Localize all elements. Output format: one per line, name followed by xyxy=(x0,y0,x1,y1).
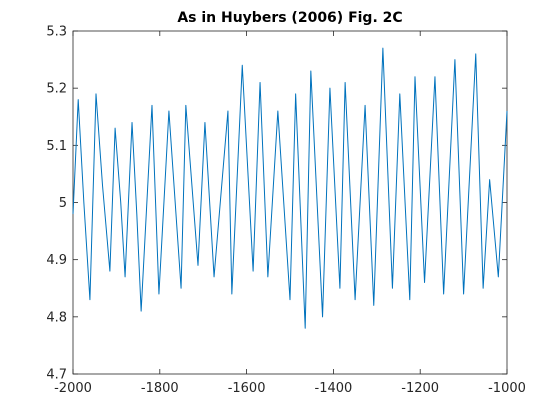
y-tick-label: 4.7 xyxy=(46,368,67,383)
data-line xyxy=(72,47,508,329)
x-tick-label: -1800 xyxy=(141,381,179,396)
y-tick-label: 5 xyxy=(59,196,67,211)
y-tick-label: 5.2 xyxy=(46,82,67,97)
chart-title: As in Huybers (2006) Fig. 2C xyxy=(177,10,402,26)
y-tick-label: 4.8 xyxy=(46,310,67,325)
x-tick-label: -1200 xyxy=(401,381,439,396)
y-tick-label: 5.3 xyxy=(46,25,67,40)
x-tick-label: -1000 xyxy=(488,381,526,396)
y-tick-label: 5.1 xyxy=(46,139,67,154)
x-tick-label: -1400 xyxy=(315,381,353,396)
x-tick-label: -1600 xyxy=(228,381,266,396)
plot-area xyxy=(72,30,508,375)
y-tick-label: 4.9 xyxy=(46,253,67,268)
x-tick-label: -2000 xyxy=(54,381,92,396)
